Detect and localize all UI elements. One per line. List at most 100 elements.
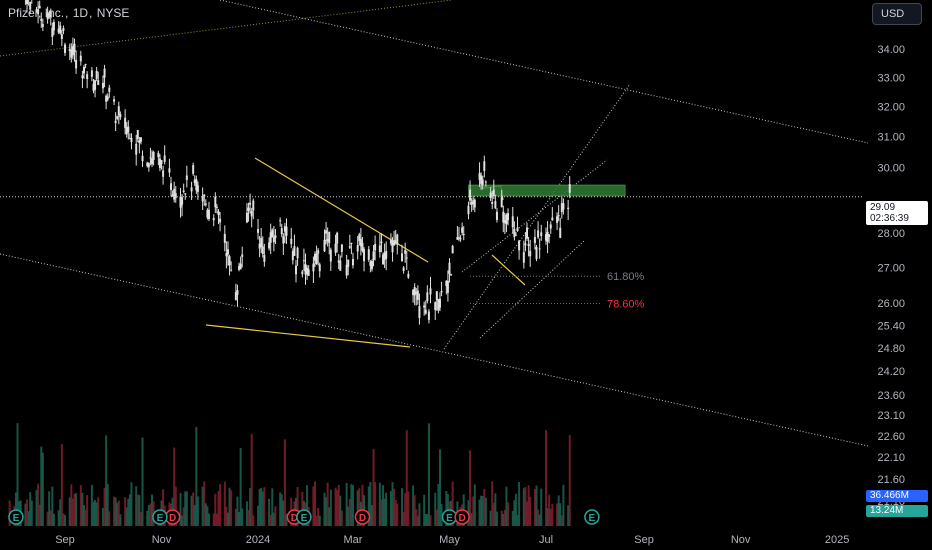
volume-bar-238	[537, 509, 540, 526]
symbol-exchange: NYSE	[96, 6, 130, 20]
candle-body-106	[245, 212, 248, 223]
volume-bar-51	[124, 497, 127, 526]
event-marker-7	[454, 509, 470, 525]
event-marker-4	[296, 509, 312, 525]
volume-bar-218	[492, 502, 495, 526]
volume-bar-214	[483, 488, 486, 526]
price-tick-11: 23.60	[877, 390, 905, 402]
volume-bar-90	[207, 513, 210, 526]
time-tick-2: 2024	[246, 534, 270, 546]
volume-bar-251	[567, 505, 570, 526]
candle-body-173	[393, 240, 396, 246]
volume-bar-157	[358, 488, 361, 526]
volume-bar-21	[57, 510, 60, 526]
volume-bar-40	[97, 497, 100, 526]
volume-bar-62	[147, 505, 150, 526]
volume-bar-49	[117, 500, 120, 526]
volume-bar-103	[238, 511, 241, 526]
volume-bar-229	[516, 514, 519, 526]
volume-bar-69	[162, 489, 165, 526]
volume-bar-59	[139, 511, 142, 526]
candle-body-77	[181, 197, 184, 205]
volume-bar-182	[413, 495, 416, 526]
volume-bar-23	[60, 444, 63, 526]
volume-badge-ma: 36.466M	[866, 490, 928, 502]
candle-body-228	[514, 234, 517, 236]
candle-body-205	[462, 233, 465, 235]
time-tick-7: Nov	[731, 534, 751, 546]
candle-body-60	[141, 155, 144, 162]
candle-body-21	[57, 28, 60, 33]
candle-body-54	[128, 138, 131, 140]
candle-body-203	[459, 238, 462, 240]
volume-bar-151	[345, 483, 348, 526]
volume-bar-101	[234, 508, 237, 526]
candle-body-249	[560, 203, 563, 212]
volume-bar-113	[260, 488, 263, 526]
candle-body-244	[549, 224, 552, 229]
candle-body-62	[147, 163, 150, 168]
volume-bar-245	[551, 504, 554, 526]
candle-body-223	[503, 220, 506, 224]
volume-bar-32	[81, 492, 84, 526]
volume-bar-137	[313, 481, 316, 526]
candle-body-87	[203, 194, 206, 197]
volume-bar-83	[193, 505, 196, 526]
candle-body-72	[170, 183, 173, 190]
candle-body-14	[40, 18, 43, 21]
volume-bar-77	[181, 515, 184, 526]
candle-body-246	[556, 216, 559, 223]
volume-bar-249	[560, 515, 563, 526]
candle-body-78	[182, 190, 185, 193]
candle-body-109	[250, 211, 253, 217]
candle-body-66	[157, 152, 160, 158]
volume-bar-150	[340, 510, 343, 526]
candle-body-84	[195, 179, 198, 191]
volume-bar-82	[192, 492, 195, 526]
candle-body-44	[106, 96, 109, 100]
candle-body-214	[483, 161, 486, 171]
volume-bar-108	[249, 488, 252, 526]
candle-body-242	[546, 231, 549, 242]
volume-bar-240	[540, 488, 543, 526]
candle-body-164	[372, 251, 375, 260]
candle-body-110	[252, 200, 255, 211]
volume-bar-131	[301, 491, 304, 526]
volume-bar-221	[500, 510, 503, 526]
candle-body-170	[385, 251, 388, 259]
candle-body-160	[363, 249, 366, 262]
volume-bar-219	[494, 493, 497, 526]
candle-body-162	[369, 261, 372, 266]
candle-body-237	[535, 246, 538, 260]
time-axis[interactable]: Sep Nov 2024 Mar May Jul Sep Nov 2025	[55, 534, 849, 546]
candle-body-136	[312, 263, 315, 272]
volume-bar-246	[556, 503, 559, 526]
candle-body-40	[97, 80, 100, 85]
candle-body-148	[337, 260, 340, 263]
fib-levels: 61.80% 78.60%	[470, 271, 645, 311]
volume-bar-233	[526, 501, 529, 526]
volume-bar-224	[505, 486, 508, 526]
volume-bar-184	[416, 515, 419, 526]
volume-bar-9	[29, 492, 32, 526]
volume-bar-226	[511, 510, 514, 526]
volume-bar-45	[108, 511, 111, 526]
candle-body-137	[313, 254, 316, 261]
candle-body-217	[491, 202, 494, 204]
candle-body-26	[68, 48, 71, 52]
currency-button[interactable]: USD	[872, 3, 922, 25]
candle-body-55	[130, 137, 133, 143]
price-tick-13: 22.60	[877, 431, 905, 443]
candle-body-65	[152, 151, 155, 160]
candle-body-226	[511, 216, 514, 228]
volume-bar-97	[225, 506, 228, 526]
volume-bar-192	[435, 509, 438, 526]
candle-body-58	[138, 140, 141, 144]
price-tick-7: 26.00	[877, 298, 905, 310]
volume-bar-136	[312, 486, 315, 526]
candle-body-248	[559, 227, 562, 238]
volume-bar-215	[484, 497, 487, 526]
candle-body-117	[269, 232, 272, 243]
volume-bar-165	[374, 482, 377, 526]
